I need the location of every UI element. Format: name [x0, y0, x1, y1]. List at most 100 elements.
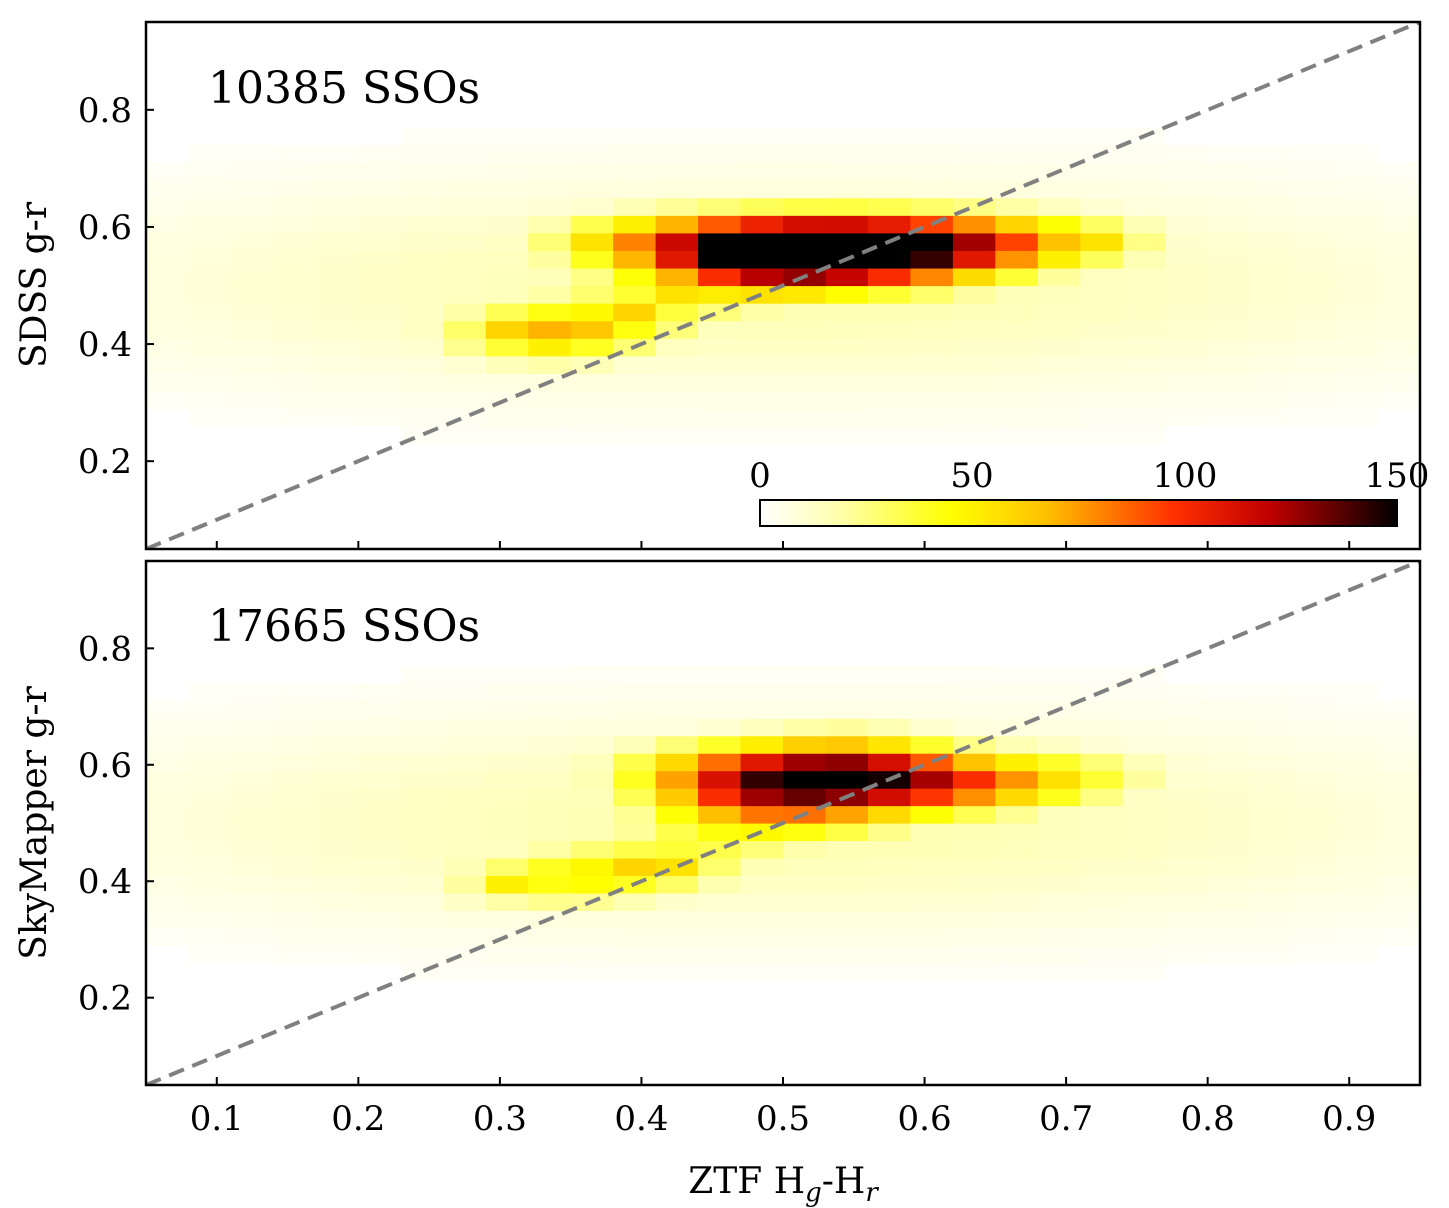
heatmap-cell	[443, 770, 487, 789]
heatmap-cell	[230, 162, 274, 181]
heatmap-cell	[1122, 823, 1166, 842]
heatmap-cell	[1165, 840, 1209, 859]
heatmap-cell	[740, 320, 784, 339]
heatmap-cell	[1377, 770, 1420, 789]
heatmap-cell	[188, 267, 232, 287]
heatmap-cell	[1080, 162, 1124, 181]
heatmap-cell	[1377, 718, 1420, 737]
heatmap-cell	[1250, 753, 1294, 772]
heatmap-cell	[910, 700, 954, 719]
heatmap-cell	[1037, 355, 1081, 374]
heatmap-cell	[740, 144, 784, 164]
heatmap-cell	[740, 735, 784, 754]
heatmap-cell	[1335, 945, 1379, 964]
heatmap-cell	[1165, 285, 1209, 304]
heatmap-cell	[1080, 408, 1124, 427]
heatmap-cell	[995, 945, 1039, 964]
heatmap-cell	[613, 215, 657, 234]
heatmap-cell	[698, 232, 742, 251]
heatmap-cell	[825, 875, 869, 894]
heatmap-cell	[188, 735, 232, 754]
heatmap-cell	[995, 805, 1039, 824]
heatmap-cell	[188, 303, 232, 322]
heatmap-cell	[783, 910, 827, 929]
heatmap-cell	[273, 250, 317, 269]
heatmap-cell	[952, 162, 996, 181]
heatmap-cell	[1165, 735, 1209, 754]
heatmap-cell	[1165, 338, 1209, 357]
heatmap-cell	[1250, 823, 1294, 842]
heatmap-cell	[443, 303, 487, 322]
heatmap-cell	[1037, 144, 1081, 164]
heatmap-cell	[188, 788, 232, 807]
heatmap-cell	[230, 770, 274, 789]
heatmap-cell	[1292, 823, 1336, 842]
heatmap-cell	[146, 718, 190, 737]
heatmap-cell	[188, 320, 232, 339]
heatmap-cell	[825, 373, 869, 392]
heatmap-cell	[1207, 338, 1251, 357]
top-heatmap	[146, 127, 1420, 445]
heatmap-cell	[1377, 788, 1420, 807]
heatmap-cell	[1165, 753, 1209, 772]
heatmap-cell	[315, 197, 359, 216]
heatmap-cell	[146, 875, 190, 894]
heatmap-cell	[443, 162, 487, 181]
heatmap-cell	[1335, 338, 1379, 357]
heatmap-cell	[952, 373, 996, 392]
heatmap-cell	[570, 390, 614, 410]
heatmap-cell	[1037, 805, 1081, 824]
heatmap-cell	[358, 197, 402, 216]
heatmap-cell	[528, 408, 572, 427]
heatmap-cell	[740, 700, 784, 719]
heatmap-cell	[443, 683, 487, 702]
heatmap-cell	[188, 373, 232, 392]
heatmap-cell	[230, 267, 274, 287]
heatmap-cell	[1250, 857, 1294, 876]
heatmap-cell	[443, 805, 487, 824]
heatmap-cell	[698, 338, 742, 357]
heatmap-cell	[315, 250, 359, 269]
heatmap-cell	[358, 857, 402, 876]
heatmap-cell	[655, 215, 699, 234]
heatmap-cell	[1122, 162, 1166, 181]
heatmap-cell	[910, 232, 954, 251]
heatmap-cell	[655, 162, 699, 181]
heatmap-cell	[1122, 320, 1166, 339]
heatmap-cell	[910, 267, 954, 287]
heatmap-cell	[655, 823, 699, 842]
heatmap-cell	[825, 805, 869, 824]
heatmap-cell	[995, 735, 1039, 754]
heatmap-cell	[1250, 355, 1294, 374]
heatmap-cell	[995, 770, 1039, 789]
heatmap-cell	[273, 735, 317, 754]
heatmap-cell	[358, 840, 402, 859]
heatmap-cell	[485, 303, 529, 322]
heatmap-cell	[910, 823, 954, 842]
heatmap-cell	[443, 823, 487, 842]
heatmap-cell	[613, 355, 657, 374]
heatmap-cell	[867, 320, 911, 339]
heatmap-cell	[443, 197, 487, 216]
heatmap-cell	[952, 857, 996, 876]
heatmap-cell	[146, 285, 190, 304]
x-tick-label: 0.5	[756, 1099, 810, 1139]
heatmap-cell	[952, 927, 996, 946]
heatmap-cell	[740, 197, 784, 216]
heatmap-cell	[655, 892, 699, 911]
heatmap-cell	[1335, 285, 1379, 304]
heatmap-cell	[867, 355, 911, 374]
heatmap-cell	[952, 250, 996, 269]
heatmap-cell	[952, 753, 996, 772]
heatmap-cell	[783, 197, 827, 216]
heatmap-cell	[995, 892, 1039, 911]
heatmap-cell	[1080, 823, 1124, 842]
heatmap-cell	[867, 215, 911, 234]
y-tick-label: 0.4	[78, 862, 132, 902]
heatmap-cell	[613, 718, 657, 737]
heatmap-cell	[655, 840, 699, 859]
x-tick-label: 0.1	[190, 1099, 244, 1139]
heatmap-cell	[400, 892, 444, 911]
heatmap-cell	[1037, 857, 1081, 876]
heatmap-cell	[1335, 892, 1379, 911]
